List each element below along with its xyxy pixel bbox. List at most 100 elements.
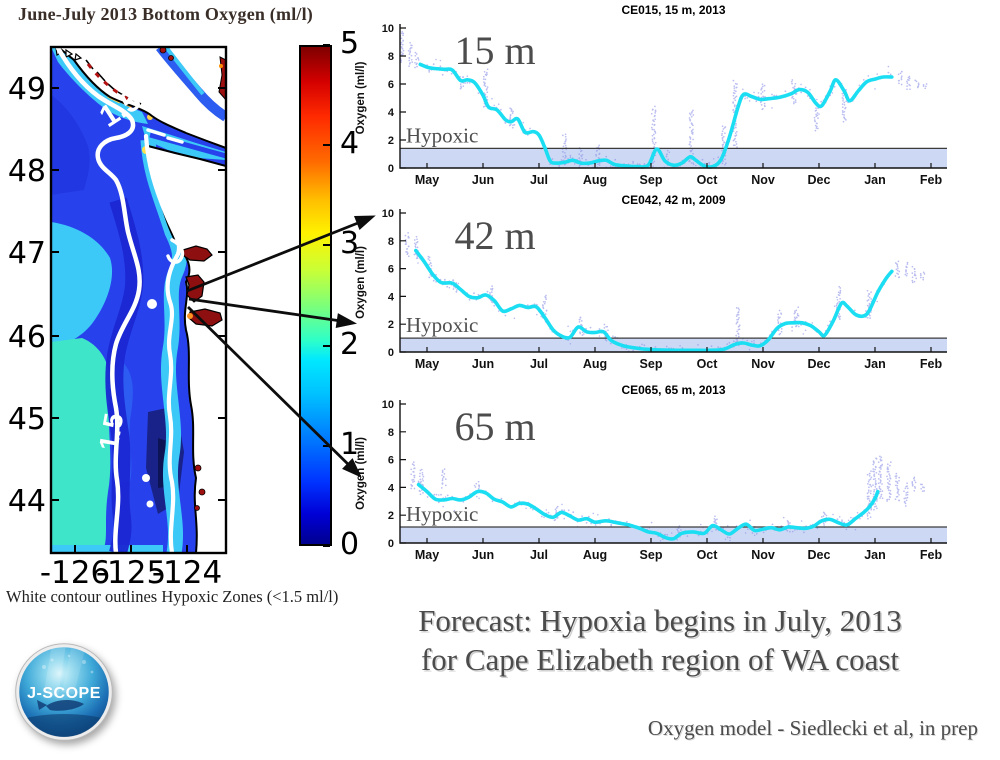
axis-ticks <box>400 212 932 353</box>
colorbar-tick-label: 0 <box>340 527 360 562</box>
chart-title: CE042, 42 m, 2009 <box>621 193 725 207</box>
lon-label-125: -125 <box>96 555 166 590</box>
footer-headline-line1: Forecast: Hypoxia begins in July, 2013 <box>418 603 902 638</box>
logo-badge: J-SCOPE <box>15 643 113 741</box>
chart-title: CE065, 65 m, 2013 <box>621 383 725 397</box>
y-tick-label: 4 <box>388 291 395 303</box>
month-label-Dec: Dec <box>808 548 831 562</box>
colorbar-tick <box>323 344 330 347</box>
month-label-Jun: Jun <box>472 357 494 371</box>
y-axis-label: Oxygen (ml/l) <box>355 437 367 510</box>
y-tick-label: 2 <box>388 510 394 522</box>
hypoxic-contours <box>55 47 185 553</box>
y-tick-label: 4 <box>388 482 395 494</box>
chart-svg-CE065: 0 2 4 6 8 10 May Jun Jul Aug Sep Oct Nov Dec Jan Feb CE0… <box>355 383 947 562</box>
lon-label-124: -124 <box>152 555 222 590</box>
y-tick-label: 0 <box>388 163 394 175</box>
lat-label-48: 48 <box>8 154 46 189</box>
chart-panel-ce065: 0 2 4 6 8 10 May Jun Jul Aug Sep Oct Nov Dec Jan Feb CE0… <box>350 382 970 572</box>
chart-panel-ce015: 0 2 4 6 8 10 May Jun Jul Aug Sep Oct Nov Dec Jan Feb CE0… <box>350 0 970 190</box>
hypoxic-band <box>400 148 947 168</box>
y-tick-label: 6 <box>388 79 394 91</box>
hypoxic-contour-offshore <box>55 47 142 553</box>
map-title: June-July 2013 Bottom Oxygen (ml/l) <box>18 4 313 24</box>
colorbar-tick <box>323 244 330 247</box>
month-label-May: May <box>415 173 439 187</box>
month-label-May: May <box>415 548 439 562</box>
month-label-Nov: Nov <box>751 357 775 371</box>
oxygen-line <box>418 62 894 169</box>
map-ocean: 1.5 1.5 <box>51 47 226 553</box>
month-label-Feb: Feb <box>920 357 943 371</box>
month-label-Dec: Dec <box>808 357 831 371</box>
lat-label-44: 44 <box>8 484 46 519</box>
oxygen-line <box>414 248 894 353</box>
y-tick-label: 0 <box>388 347 394 359</box>
month-label-Sep: Sep <box>640 548 663 562</box>
contour-label-lower: 1.5 <box>93 411 129 453</box>
lat-label-45: 45 <box>8 402 46 437</box>
month-label-Nov: Nov <box>751 173 775 187</box>
lat-label-47: 47 <box>8 236 46 271</box>
colorbar-tick <box>323 144 330 147</box>
month-label-Aug: Aug <box>583 357 607 371</box>
month-label-May: May <box>415 357 439 371</box>
hypoxic-contour-inshore <box>143 133 182 553</box>
month-label-Jan: Jan <box>864 357 886 371</box>
hypoxic-band <box>400 527 947 543</box>
colorbar-tick <box>323 44 330 46</box>
map-svg: 1.5 1.5 49 48 47 46 45 44 -126 -125 -124 <box>8 45 228 590</box>
colorbar-tick-label: 5 <box>340 26 360 61</box>
y-tick-label: 0 <box>388 538 394 550</box>
y-tick-label: 10 <box>382 399 394 411</box>
hypoxic-band <box>400 338 947 352</box>
month-label-Nov: Nov <box>751 548 775 562</box>
month-label-Aug: Aug <box>583 173 607 187</box>
month-label-Jun: Jun <box>472 173 494 187</box>
colorbar-tick-label: 4 <box>340 126 360 162</box>
depth-label: 15 m <box>454 28 535 73</box>
chart-svg-CE042: 0 2 4 6 8 10 May Jun Jul Aug Sep Oct Nov Dec Jan Feb CE0… <box>355 193 947 371</box>
y-tick-label: 8 <box>388 51 394 63</box>
land-vancouver-island <box>55 47 226 150</box>
month-label-Aug: Aug <box>583 548 607 562</box>
lat-label-46: 46 <box>8 320 46 355</box>
chart-title: CE015, 15 m, 2013 <box>621 3 725 17</box>
month-label-Feb: Feb <box>920 548 943 562</box>
month-label-Feb: Feb <box>920 173 943 187</box>
month-label-Sep: Sep <box>640 173 663 187</box>
axis-ticks <box>400 403 932 544</box>
y-tick-label: 10 <box>382 208 394 220</box>
colorbar-gradient <box>299 45 332 546</box>
y-tick-label: 2 <box>388 319 394 331</box>
axis-ticks <box>400 27 932 169</box>
fish-icon <box>37 700 84 711</box>
y-axis-label: Oxygen (ml/l) <box>355 246 367 319</box>
month-label-Oct: Oct <box>697 548 719 562</box>
lon-label-126: -126 <box>40 555 110 590</box>
light-ray <box>44 647 66 697</box>
map-caption: White contour outlines Hypoxic Zones (<1… <box>6 587 339 606</box>
y-tick-label: 6 <box>388 455 394 467</box>
light-ray <box>62 647 86 694</box>
y-tick-label: 8 <box>388 427 394 439</box>
oxygen-line <box>416 482 880 541</box>
depth-label: 42 m <box>454 213 535 258</box>
month-label-Jul: Jul <box>530 548 548 562</box>
hypoxic-label: Hypoxic <box>406 313 478 337</box>
footer-attribution: Oxygen model - Siedlecki et al, in prep <box>647 716 978 740</box>
month-label-Jul: Jul <box>530 173 548 187</box>
y-tick-label: 8 <box>388 236 394 248</box>
y-axis-label: Oxygen (ml/l) <box>355 61 367 134</box>
footer-headline-line2: for Cape Elizabeth region of WA coast <box>420 642 900 677</box>
month-label-Oct: Oct <box>697 173 719 187</box>
y-tick-label: 10 <box>382 23 394 35</box>
chart-svg-CE015: 0 2 4 6 8 10 May Jun Jul Aug Sep Oct Nov Dec Jan Feb CE0… <box>355 3 947 187</box>
colorbar-tick <box>323 545 330 547</box>
colorbar-tick <box>323 444 330 447</box>
month-label-Jun: Jun <box>472 548 494 562</box>
month-label-Jan: Jan <box>864 173 886 187</box>
month-label-Jul: Jul <box>530 357 548 371</box>
month-label-Jan: Jan <box>864 548 886 562</box>
